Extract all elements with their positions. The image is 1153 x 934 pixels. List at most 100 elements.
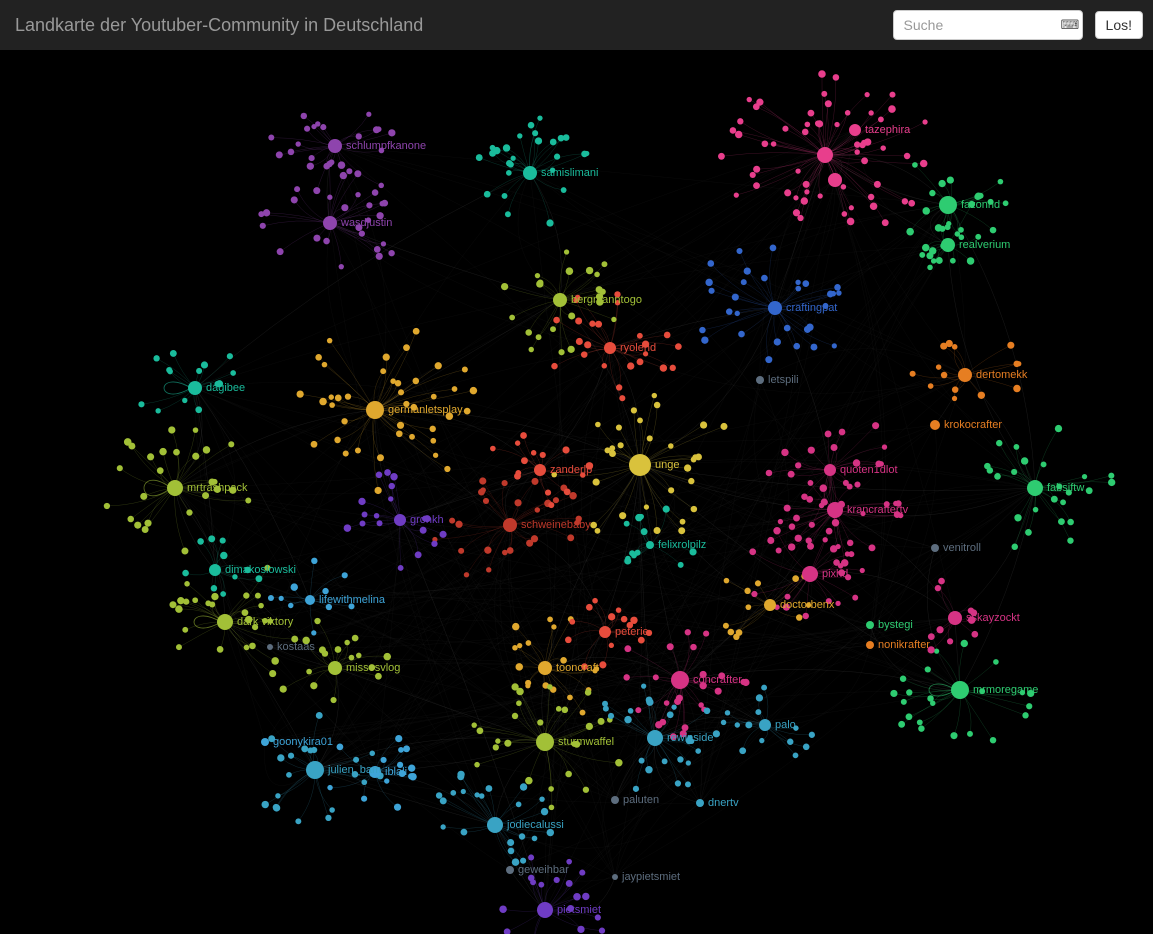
satellite-node[interactable] [744, 267, 751, 274]
satellite-node[interactable] [952, 344, 958, 350]
satellite-node[interactable] [690, 644, 696, 650]
satellite-node[interactable] [802, 129, 809, 136]
satellite-node[interactable] [356, 653, 362, 659]
satellite-node[interactable] [1086, 487, 1093, 494]
satellite-node[interactable] [608, 713, 614, 719]
hub-node[interactable] [756, 376, 764, 384]
satellite-node[interactable] [369, 751, 375, 757]
satellite-node[interactable] [554, 877, 560, 883]
satellite-node[interactable] [104, 503, 110, 509]
satellite-node[interactable] [551, 624, 556, 629]
satellite-node[interactable] [525, 777, 533, 785]
satellite-node[interactable] [585, 689, 592, 696]
satellite-node[interactable] [793, 209, 800, 216]
hub-node[interactable] [604, 342, 616, 354]
satellite-node[interactable] [830, 545, 837, 552]
satellite-node[interactable] [192, 597, 198, 603]
satellite-node[interactable] [403, 344, 410, 351]
satellite-node[interactable] [352, 771, 359, 778]
satellite-node[interactable] [319, 646, 326, 653]
satellite-node[interactable] [599, 661, 606, 668]
satellite-node[interactable] [388, 129, 395, 136]
satellite-node[interactable] [826, 598, 832, 604]
satellite-node[interactable] [374, 487, 381, 494]
satellite-node[interactable] [335, 394, 342, 401]
satellite-node[interactable] [1082, 474, 1087, 479]
satellite-node[interactable] [354, 170, 361, 177]
satellite-node[interactable] [476, 154, 483, 161]
satellite-node[interactable] [952, 396, 957, 401]
satellite-node[interactable] [645, 766, 652, 773]
hub-node[interactable] [523, 166, 537, 180]
satellite-node[interactable] [619, 512, 626, 519]
satellite-node[interactable] [183, 599, 189, 605]
satellite-node[interactable] [541, 808, 548, 815]
satellite-node[interactable] [1067, 519, 1074, 526]
satellite-node[interactable] [366, 217, 372, 223]
satellite-node[interactable] [495, 738, 500, 743]
satellite-node[interactable] [950, 258, 956, 264]
satellite-node[interactable] [505, 211, 511, 217]
satellite-node[interactable] [329, 402, 335, 408]
satellite-node[interactable] [773, 527, 780, 534]
satellite-node[interactable] [625, 556, 631, 562]
satellite-node[interactable] [564, 249, 569, 254]
network-svg[interactable]: schlumpfkanonesamislimaniwasdjustinfazon… [0, 50, 1153, 934]
satellite-node[interactable] [517, 133, 522, 138]
satellite-node[interactable] [847, 540, 853, 546]
satellite-node[interactable] [996, 440, 1002, 446]
satellite-node[interactable] [507, 547, 514, 554]
satellite-node[interactable] [1022, 712, 1028, 718]
satellite-node[interactable] [529, 347, 534, 352]
satellite-node[interactable] [637, 417, 643, 423]
satellite-node[interactable] [819, 484, 827, 492]
satellite-node[interactable] [678, 527, 685, 534]
hub-node[interactable] [267, 644, 273, 650]
satellite-node[interactable] [993, 659, 999, 665]
satellite-node[interactable] [276, 151, 283, 158]
satellite-node[interactable] [598, 718, 605, 725]
hub-node[interactable] [306, 761, 324, 779]
satellite-node[interactable] [203, 446, 210, 453]
satellite-node[interactable] [376, 253, 383, 260]
satellite-node[interactable] [685, 781, 691, 787]
satellite-node[interactable] [745, 604, 751, 610]
satellite-node[interactable] [968, 201, 975, 208]
satellite-node[interactable] [599, 928, 605, 934]
satellite-node[interactable] [440, 797, 447, 804]
satellite-node[interactable] [545, 490, 551, 496]
satellite-node[interactable] [376, 212, 383, 219]
satellite-node[interactable] [750, 172, 756, 178]
satellite-node[interactable] [699, 327, 705, 333]
hub-node[interactable] [939, 196, 957, 214]
satellite-node[interactable] [639, 758, 645, 764]
satellite-node[interactable] [464, 572, 469, 577]
satellite-node[interactable] [724, 578, 730, 584]
hub-node[interactable] [209, 564, 221, 576]
hub-node[interactable] [941, 238, 955, 252]
satellite-node[interactable] [558, 135, 565, 142]
satellite-node[interactable] [663, 506, 670, 513]
hub-node[interactable] [369, 766, 381, 778]
satellite-node[interactable] [1011, 469, 1017, 475]
satellite-node[interactable] [1021, 457, 1028, 464]
satellite-node[interactable] [431, 541, 437, 547]
satellite-node[interactable] [173, 449, 180, 456]
satellite-node[interactable] [736, 248, 742, 254]
satellite-node[interactable] [660, 364, 667, 371]
satellite-node[interactable] [326, 604, 332, 610]
satellite-node[interactable] [430, 438, 436, 444]
satellite-node[interactable] [888, 105, 896, 113]
satellite-node[interactable] [508, 161, 514, 167]
satellite-node[interactable] [809, 732, 815, 738]
satellite-node[interactable] [486, 567, 491, 572]
satellite-node[interactable] [700, 671, 707, 678]
satellite-node[interactable] [484, 191, 491, 198]
satellite-node[interactable] [260, 223, 266, 229]
satellite-node[interactable] [919, 252, 925, 258]
satellite-node[interactable] [217, 646, 224, 653]
satellite-node[interactable] [554, 154, 560, 160]
satellite-node[interactable] [220, 552, 227, 559]
satellite-node[interactable] [890, 690, 897, 697]
satellite-node[interactable] [806, 537, 812, 543]
